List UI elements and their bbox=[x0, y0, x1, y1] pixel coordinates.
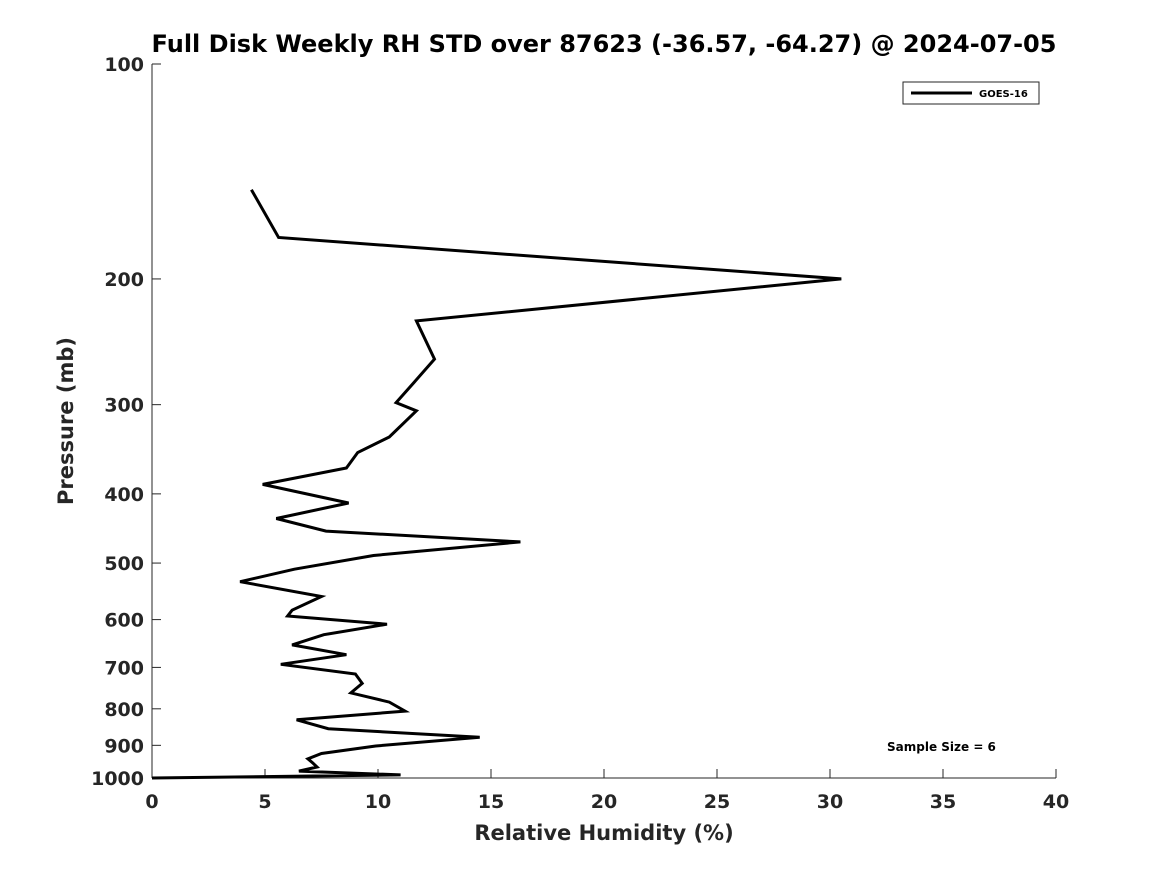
x-tick-label: 35 bbox=[930, 791, 956, 813]
y-tick-label: 400 bbox=[104, 484, 144, 506]
x-tick-label: 15 bbox=[478, 791, 504, 813]
y-tick-label: 900 bbox=[104, 735, 144, 757]
y-tick-label: 1000 bbox=[91, 768, 144, 790]
x-tick-label: 40 bbox=[1043, 791, 1069, 813]
x-tick-label: 10 bbox=[365, 791, 391, 813]
series-layer bbox=[151, 188, 842, 780]
y-tick-label: 300 bbox=[104, 395, 144, 417]
series-line-goes-16 bbox=[151, 188, 842, 780]
y-tick-label: 700 bbox=[104, 657, 144, 679]
y-axis-label: Pressure (mb) bbox=[54, 337, 78, 505]
x-tick-label: 5 bbox=[258, 791, 271, 813]
legend: GOES-16 bbox=[902, 81, 1040, 105]
x-tick-label: 25 bbox=[704, 791, 730, 813]
x-axis: 0 5 10 15 20 25 30 35 40 bbox=[145, 769, 1069, 813]
y-tick-label: 200 bbox=[104, 269, 144, 291]
x-axis-label: Relative Humidity (%) bbox=[474, 821, 733, 845]
x-tick-label: 20 bbox=[591, 791, 617, 813]
y-tick-label: 100 bbox=[104, 54, 144, 76]
y-tick-label: 600 bbox=[104, 610, 144, 632]
x-tick-label: 30 bbox=[817, 791, 843, 813]
plot-frame bbox=[151, 64, 1056, 779]
legend-label-goes-16: GOES-16 bbox=[979, 89, 1028, 100]
y-tick-label: 800 bbox=[104, 699, 144, 721]
sample-size-annotation: Sample Size = 6 bbox=[887, 740, 996, 754]
y-axis: 100 200 300 400 500 600 700 800 900 1000 bbox=[91, 54, 161, 790]
y-tick-label: 500 bbox=[104, 553, 144, 575]
chart-title: Full Disk Weekly RH STD over 87623 (-36.… bbox=[152, 30, 1057, 58]
x-tick-label: 0 bbox=[145, 791, 158, 813]
